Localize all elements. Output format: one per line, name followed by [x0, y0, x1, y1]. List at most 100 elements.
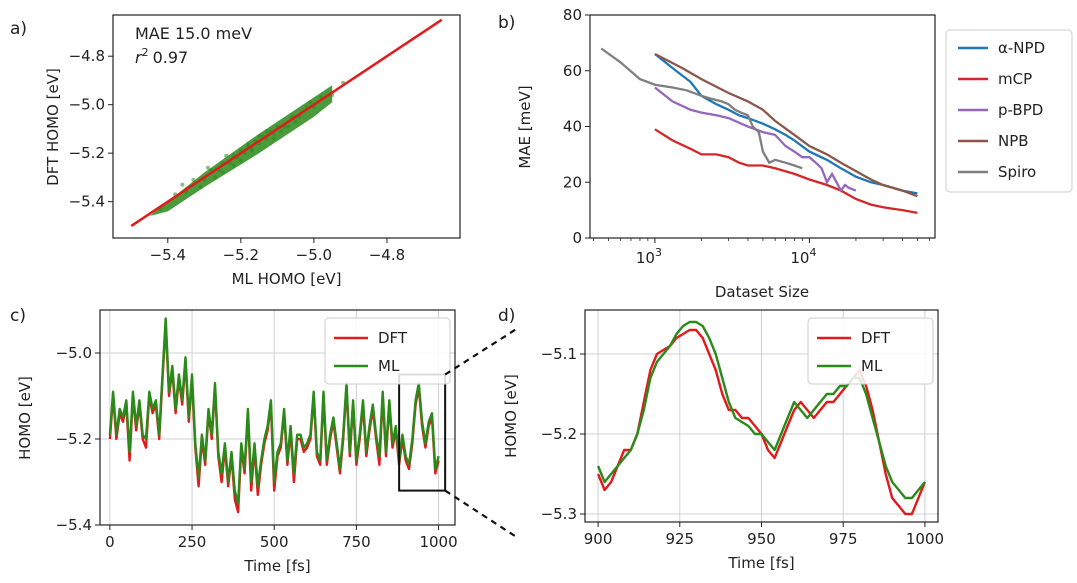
- legend-label: α-NPD: [998, 39, 1045, 57]
- panel-0: a) −5.4 −5.2 −5.0 −4.8 −5.4 −5.2 −5.0 −4.8 ML HOM…: [10, 14, 461, 288]
- x-tick-label: 950: [747, 530, 776, 548]
- x-tick-label: 1000: [419, 533, 457, 551]
- scatter-point: [220, 170, 225, 175]
- legend-box: [324, 317, 451, 385]
- r2-symbol: r: [135, 48, 143, 67]
- x-axis-label: Time [fs]: [727, 554, 794, 572]
- mae-annotation: MAE 15.0 meV: [135, 24, 252, 43]
- x-tick-label: 900: [584, 530, 613, 548]
- axes-frame: [584, 309, 939, 523]
- scatter-point: [246, 141, 251, 146]
- legend-label: Spiro: [998, 163, 1036, 181]
- r2-value: 0.97: [153, 48, 189, 67]
- series-line-2: [654, 86, 857, 193]
- x-tick-label: 1000: [906, 530, 944, 548]
- y-tick-label: −5.3: [541, 505, 577, 523]
- y-tick-label: −4.8: [69, 47, 105, 65]
- x-axis-label: ML HOMO [eV]: [232, 270, 342, 288]
- scatter-point: [293, 119, 298, 124]
- x-tick-label: 750: [342, 533, 371, 551]
- y-tick-label: 80: [563, 6, 582, 24]
- x-tick-label: −5.2: [223, 246, 259, 264]
- x-axis-label: Time [fs]: [243, 557, 310, 575]
- y-tick-label: 40: [563, 118, 582, 136]
- y-axis-label: MAE [meV]: [516, 85, 534, 168]
- axes-frame: [112, 14, 461, 239]
- legend-label: DFT: [861, 329, 891, 347]
- x-tick-label: 0: [105, 533, 115, 551]
- y-axis-label: DFT HOMO [eV]: [44, 68, 62, 186]
- y-tick-label: −5.1: [541, 345, 577, 363]
- series-line-4: [600, 47, 803, 170]
- scatter-point: [271, 136, 276, 141]
- legend-label: DFT: [378, 329, 408, 347]
- zoom-connector-bottom: [444, 489, 519, 539]
- y-tick-label: −5.2: [541, 425, 577, 443]
- legend-box: [945, 29, 1073, 193]
- x-tick-label: 104: [790, 246, 816, 267]
- x-tick-exponent: 4: [809, 246, 816, 259]
- scatter-point: [286, 124, 291, 129]
- legend: DFT ML: [324, 317, 451, 385]
- x-tick-base: 10: [636, 249, 655, 267]
- axes-frame: [99, 309, 456, 526]
- legend-label: NPB: [998, 132, 1029, 150]
- y-tick-label: −5.2: [56, 430, 92, 448]
- series-line-3: [654, 52, 918, 198]
- panel-3: d) 900 925 950 975 1000 −5.3 −5.2 −5.1 Time [fs] H…: [498, 306, 944, 572]
- panel-letter: a): [10, 19, 27, 39]
- zoom-connector-top: [444, 327, 519, 376]
- x-tick-label: 250: [178, 533, 207, 551]
- x-tick-base: 10: [790, 249, 809, 267]
- legend: α-NPD mCP p-BPD NPB Spiro: [945, 29, 1073, 193]
- scatter-point: [191, 177, 196, 182]
- x-tick-label: 975: [829, 530, 858, 548]
- x-axis-label: Dataset Size: [715, 283, 809, 301]
- panel-2: c) 0 250 500 750 1000 −5.4 −5.2 −5.0 Time [fs] HOM…: [10, 306, 458, 575]
- y-tick-label: 20: [563, 173, 582, 191]
- x-tick-label: −5.4: [150, 246, 186, 264]
- scatter-point: [279, 129, 284, 134]
- series-line-ml: [596, 320, 926, 500]
- y-axis-label: HOMO [eV]: [502, 374, 520, 458]
- x-tick-label: −4.8: [369, 246, 405, 264]
- axes-frame: [589, 14, 936, 239]
- legend-label: ML: [861, 357, 883, 375]
- legend-box: [807, 317, 934, 385]
- scatter-point: [257, 134, 262, 139]
- x-tick-label: 500: [260, 533, 289, 551]
- x-tick-label: −5.0: [296, 246, 332, 264]
- y-tick-label: 0: [572, 229, 582, 247]
- legend: DFT ML: [807, 317, 934, 385]
- series-line-ml: [108, 317, 440, 505]
- legend-label: p-BPD: [998, 101, 1043, 119]
- scatter-point: [224, 153, 229, 158]
- x-tick-label: 103: [636, 246, 662, 267]
- r2-annotation: r2 0.97: [135, 46, 188, 67]
- series-line-1: [654, 128, 918, 215]
- y-tick-label: −5.2: [69, 144, 105, 162]
- y-tick-label: −5.0: [56, 344, 92, 362]
- scatter-point: [238, 158, 243, 163]
- legend-label: mCP: [998, 70, 1032, 88]
- y-tick-label: −5.0: [69, 96, 105, 114]
- y-tick-label: 60: [563, 62, 582, 80]
- y-axis-label: HOMO [eV]: [16, 376, 34, 460]
- y-tick-label: −5.4: [56, 516, 92, 534]
- scatter-point: [249, 148, 254, 153]
- y-tick-label: −5.4: [69, 193, 105, 211]
- legend-label: ML: [378, 357, 400, 375]
- panel-letter: c): [10, 306, 26, 326]
- scatter-point: [205, 165, 210, 170]
- scatter-point: [308, 100, 313, 105]
- x-tick-exponent: 3: [655, 246, 662, 259]
- scatter-point: [213, 175, 218, 180]
- r2-exponent: 2: [142, 46, 149, 59]
- scatter-point: [198, 185, 203, 190]
- x-tick-label: 925: [665, 530, 694, 548]
- scatter-point: [180, 182, 185, 187]
- scatter-point: [231, 163, 236, 168]
- panel-letter: d): [498, 306, 515, 326]
- scatter-point: [264, 129, 269, 134]
